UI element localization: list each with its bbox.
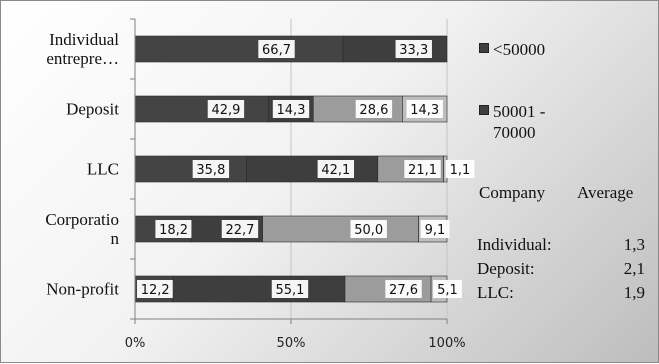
category-label-line: Deposit (66, 99, 119, 119)
data-label: 14,3 (410, 103, 439, 118)
category-label: LLC (7, 160, 119, 179)
legend-swatch (479, 43, 489, 53)
category-label-line: Corporatio (45, 210, 119, 229)
data-label-box (355, 100, 393, 118)
data-label: 35,8 (196, 163, 225, 178)
data-label-box (395, 40, 432, 58)
bar-segment (262, 215, 419, 243)
bar-segment (246, 155, 379, 183)
data-label: 14,3 (277, 103, 306, 118)
data-label: 33,3 (399, 43, 428, 58)
average-header-average: Average (577, 183, 634, 202)
data-label-box (404, 160, 441, 178)
category-label-line: LLC (86, 159, 119, 179)
data-label-box (420, 220, 450, 238)
legend-label-continued: 70000 (493, 123, 536, 142)
data-label-box (221, 220, 259, 238)
data-label-box (207, 100, 245, 118)
average-row-value: 1,9 (623, 283, 645, 302)
x-tick-label: 0% (125, 336, 146, 351)
data-label: 66,7 (262, 43, 291, 58)
average-row-value: 1,3 (623, 235, 645, 254)
category-label-line: n (110, 229, 120, 248)
category-label-line: Individual (49, 30, 119, 49)
legend-label: 50001 - (493, 102, 546, 121)
bar-segment (134, 95, 270, 123)
data-label-box (272, 100, 310, 118)
category-label: Corporatio n (7, 210, 119, 248)
data-label-box (445, 160, 475, 178)
data-label-box (385, 280, 422, 298)
data-label: 22,7 (225, 223, 254, 238)
bar-segment (134, 155, 247, 183)
category-label: Non-profit (7, 280, 119, 299)
legend-item-under-50000: <50000 (479, 39, 545, 60)
average-header-company: Company (479, 183, 546, 202)
average-row-name: LLC: (477, 283, 514, 302)
data-label-box (192, 160, 230, 178)
category-label: Deposit (7, 100, 119, 119)
average-row-name: Deposit: (477, 259, 535, 278)
data-label: 9,1 (425, 223, 446, 238)
data-label-box (406, 100, 443, 118)
data-label: 50,0 (354, 223, 383, 238)
data-label-box (137, 280, 174, 298)
data-label-box (271, 280, 309, 298)
data-label: 27,6 (389, 283, 418, 298)
data-label: 21,1 (408, 163, 437, 178)
data-label: 12,2 (141, 283, 170, 298)
data-label: 5,1 (437, 283, 458, 298)
category-label: Individual entrepre… (7, 30, 119, 68)
data-label: 1,1 (450, 163, 471, 178)
data-label-box (433, 280, 462, 298)
data-label-box (258, 40, 295, 58)
average-row-name: Individual: (477, 235, 552, 254)
average-row-value: 2,1 (623, 259, 645, 278)
data-label-box (155, 220, 192, 238)
legend-swatch (479, 105, 489, 115)
bar-segment (172, 275, 346, 303)
data-label-box (350, 220, 387, 238)
category-label-line: entrepre… (46, 49, 119, 68)
data-label: 55,1 (275, 283, 304, 298)
x-tick-label: 100% (428, 336, 465, 351)
data-label: 42,9 (211, 103, 240, 118)
data-label: 42,1 (321, 163, 350, 178)
data-label: 28,6 (359, 103, 388, 118)
data-label-box (317, 160, 355, 178)
legend-label: <50000 (493, 40, 546, 59)
data-label: 18,2 (159, 223, 188, 238)
x-tick-label: 50% (277, 336, 306, 351)
category-label-line: Non-profit (46, 279, 119, 299)
bar-segment (134, 35, 344, 63)
legend-item-50001-70000: 50001 - 70000 (479, 101, 545, 143)
